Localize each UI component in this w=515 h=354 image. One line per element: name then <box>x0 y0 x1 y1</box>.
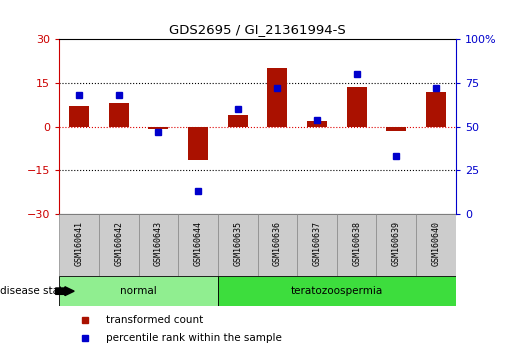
Text: GSM160638: GSM160638 <box>352 221 361 267</box>
Text: GSM160637: GSM160637 <box>313 221 321 267</box>
Bar <box>337 214 376 276</box>
Bar <box>416 214 456 276</box>
Bar <box>228 115 248 127</box>
Bar <box>258 214 297 276</box>
Bar <box>59 214 99 276</box>
Bar <box>188 127 208 160</box>
Text: GSM160642: GSM160642 <box>114 221 123 267</box>
Bar <box>109 103 129 127</box>
Text: teratozoospermia: teratozoospermia <box>290 286 383 296</box>
Bar <box>139 214 178 276</box>
Bar <box>307 121 327 127</box>
Bar <box>59 276 218 306</box>
Bar <box>218 276 456 306</box>
Text: GSM160640: GSM160640 <box>432 221 440 267</box>
Bar <box>69 106 89 127</box>
Text: GSM160636: GSM160636 <box>273 221 282 267</box>
Text: transformed count: transformed count <box>106 315 203 325</box>
Bar <box>386 127 406 131</box>
Text: GSM160639: GSM160639 <box>392 221 401 267</box>
Text: GSM160644: GSM160644 <box>194 221 202 267</box>
Bar <box>297 214 337 276</box>
Bar <box>99 214 139 276</box>
Text: GSM160643: GSM160643 <box>154 221 163 267</box>
Title: GDS2695 / GI_21361994-S: GDS2695 / GI_21361994-S <box>169 23 346 36</box>
Text: GSM160641: GSM160641 <box>75 221 83 267</box>
Text: percentile rank within the sample: percentile rank within the sample <box>106 333 282 343</box>
Bar <box>148 127 168 130</box>
Bar <box>376 214 416 276</box>
Bar <box>218 214 258 276</box>
Bar <box>347 87 367 127</box>
Bar <box>426 92 446 127</box>
Bar <box>178 214 218 276</box>
Text: GSM160635: GSM160635 <box>233 221 242 267</box>
Bar <box>267 68 287 127</box>
Text: normal: normal <box>120 286 157 296</box>
Text: disease state: disease state <box>0 286 70 296</box>
